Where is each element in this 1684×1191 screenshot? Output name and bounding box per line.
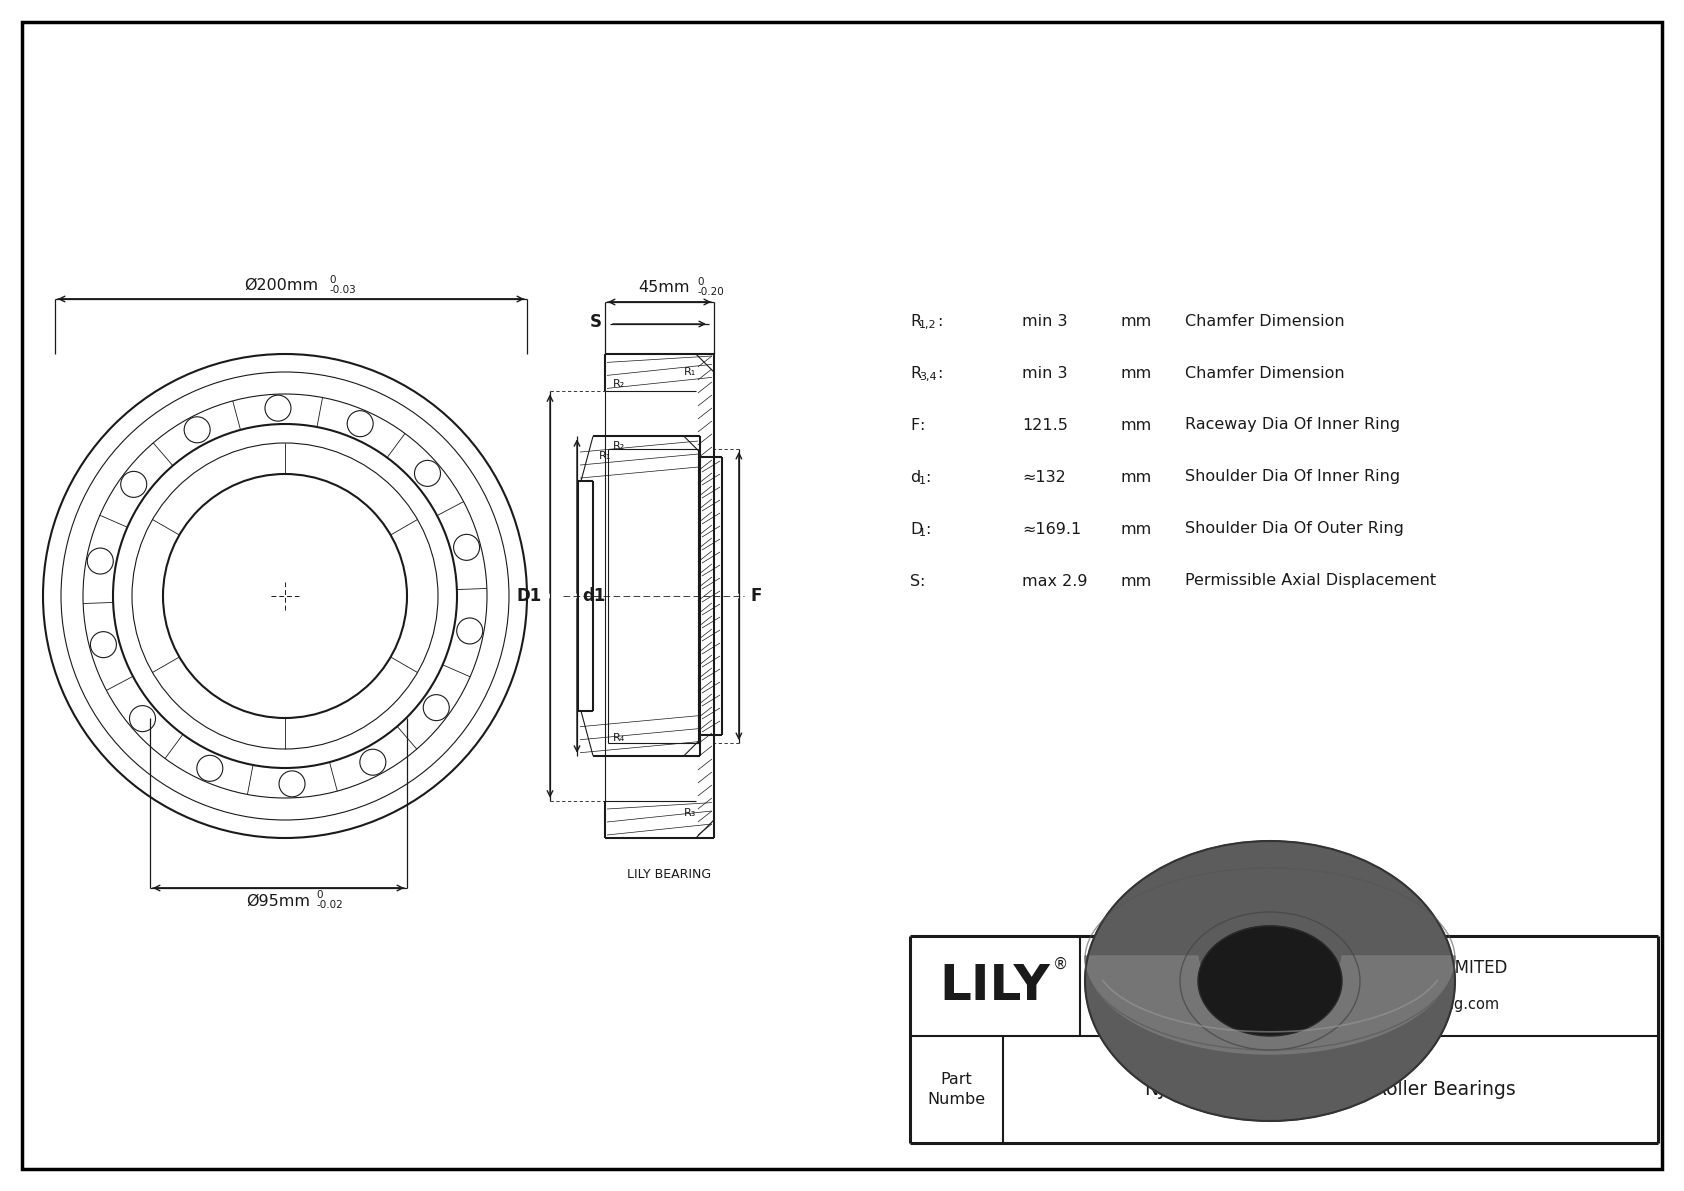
Text: mm: mm bbox=[1120, 313, 1152, 329]
Text: :: : bbox=[936, 366, 943, 380]
Text: Shoulder Dia Of Outer Ring: Shoulder Dia Of Outer Ring bbox=[1186, 522, 1404, 536]
Text: LILY BEARING: LILY BEARING bbox=[628, 868, 712, 881]
Text: mm: mm bbox=[1120, 574, 1152, 588]
Text: Email: lilybearing@lily-bearing.com: Email: lilybearing@lily-bearing.com bbox=[1239, 997, 1499, 1011]
Text: ®: ® bbox=[1052, 956, 1068, 972]
Text: -0.03: -0.03 bbox=[328, 285, 355, 295]
Text: Raceway Dia Of Inner Ring: Raceway Dia Of Inner Ring bbox=[1186, 418, 1399, 432]
Text: :: : bbox=[919, 574, 925, 588]
Text: 0: 0 bbox=[697, 278, 704, 287]
Text: Chamfer Dimension: Chamfer Dimension bbox=[1186, 313, 1344, 329]
Text: Shoulder Dia Of Inner Ring: Shoulder Dia Of Inner Ring bbox=[1186, 469, 1399, 485]
Text: 1,2: 1,2 bbox=[919, 320, 936, 330]
Text: R₂: R₂ bbox=[613, 442, 625, 451]
Text: :: : bbox=[919, 418, 925, 432]
Text: :: : bbox=[925, 469, 930, 485]
Text: R₄: R₄ bbox=[613, 732, 625, 743]
Text: d1: d1 bbox=[583, 587, 605, 605]
Text: min 3: min 3 bbox=[1022, 313, 1068, 329]
Text: R₃: R₃ bbox=[684, 807, 695, 818]
Text: 3,4: 3,4 bbox=[919, 372, 936, 382]
Text: R₁: R₁ bbox=[600, 451, 611, 461]
Text: LILY: LILY bbox=[940, 962, 1051, 1010]
Text: 0: 0 bbox=[328, 275, 335, 285]
Text: R: R bbox=[909, 313, 921, 329]
Text: :: : bbox=[936, 313, 943, 329]
Text: D1: D1 bbox=[517, 587, 542, 605]
Text: max 2.9: max 2.9 bbox=[1022, 574, 1088, 588]
Text: :: : bbox=[925, 522, 930, 536]
Text: NJ 319 ECML Cylindrical Roller Bearings: NJ 319 ECML Cylindrical Roller Bearings bbox=[1145, 1080, 1516, 1099]
Text: mm: mm bbox=[1120, 469, 1152, 485]
Text: F: F bbox=[909, 418, 919, 432]
Polygon shape bbox=[1197, 925, 1342, 1036]
Text: Part
Numbe: Part Numbe bbox=[928, 1072, 985, 1108]
Text: -0.02: -0.02 bbox=[317, 900, 344, 910]
Text: ≈132: ≈132 bbox=[1022, 469, 1066, 485]
Text: Ø200mm: Ø200mm bbox=[244, 278, 318, 293]
Text: mm: mm bbox=[1120, 366, 1152, 380]
Text: d: d bbox=[909, 469, 919, 485]
Text: SHANGHAI LILY BEARING LIMITED: SHANGHAI LILY BEARING LIMITED bbox=[1231, 959, 1507, 977]
Text: Permissible Axial Displacement: Permissible Axial Displacement bbox=[1186, 574, 1436, 588]
Text: ≈169.1: ≈169.1 bbox=[1022, 522, 1081, 536]
Ellipse shape bbox=[1197, 925, 1342, 1036]
Text: mm: mm bbox=[1120, 418, 1152, 432]
Text: mm: mm bbox=[1120, 522, 1152, 536]
Text: 0: 0 bbox=[317, 890, 323, 900]
Text: S: S bbox=[909, 574, 919, 588]
Text: -0.20: -0.20 bbox=[697, 287, 724, 297]
Text: F: F bbox=[751, 587, 763, 605]
Text: 1: 1 bbox=[919, 528, 926, 538]
Text: R₂: R₂ bbox=[613, 379, 625, 389]
Polygon shape bbox=[1084, 956, 1455, 1054]
Text: 121.5: 121.5 bbox=[1022, 418, 1068, 432]
Text: R: R bbox=[909, 366, 921, 380]
Text: min 3: min 3 bbox=[1022, 366, 1068, 380]
Text: 45mm: 45mm bbox=[638, 280, 690, 295]
Polygon shape bbox=[1084, 841, 1455, 1121]
Text: Chamfer Dimension: Chamfer Dimension bbox=[1186, 366, 1344, 380]
Text: 1: 1 bbox=[919, 476, 926, 486]
Text: R₁: R₁ bbox=[684, 367, 695, 378]
Text: D: D bbox=[909, 522, 923, 536]
Text: Ø95mm: Ø95mm bbox=[246, 894, 310, 909]
Text: S: S bbox=[589, 313, 601, 331]
